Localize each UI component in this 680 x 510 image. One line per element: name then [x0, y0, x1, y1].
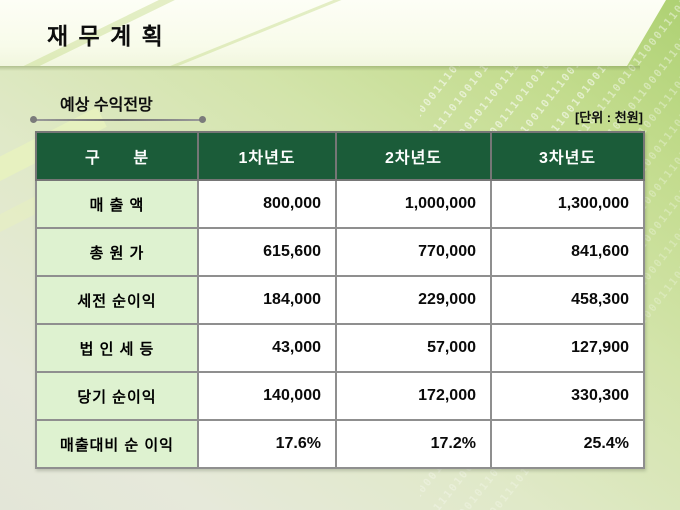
row-label-cell: 총 원 가 — [35, 227, 199, 277]
value-cell: 330,300 — [490, 371, 645, 421]
table-row: 총 원 가 615,600 770,000 841,600 — [35, 227, 645, 277]
value-cell: 841,600 — [490, 227, 645, 277]
header-cell-category: 구 분 — [35, 131, 199, 181]
table-row: 매출대비 순 이익 17.6% 17.2% 25.4% — [35, 419, 645, 469]
table-row: 세전 순이익 184,000 229,000 458,300 — [35, 275, 645, 325]
value-cell: 770,000 — [335, 227, 492, 277]
value-cell: 172,000 — [335, 371, 492, 421]
section-title: 예상 수익전망 — [60, 97, 153, 114]
row-label-cell: 매출대비 순 이익 — [35, 419, 199, 469]
value-cell: 800,000 — [197, 179, 337, 229]
table-header-row: 구 분 1차년도 2차년도 3차년도 — [35, 131, 645, 181]
value-cell: 127,900 — [490, 323, 645, 373]
section-underline — [34, 119, 202, 121]
value-cell: 17.2% — [335, 419, 492, 469]
row-label-cell: 당기 순이익 — [35, 371, 199, 421]
value-cell: 43,000 — [197, 323, 337, 373]
value-cell: 184,000 — [197, 275, 337, 325]
page-title: 재 무 계 획 — [47, 23, 165, 49]
row-label-cell: 세전 순이익 — [35, 275, 199, 325]
row-label-cell: 매 출 액 — [35, 179, 199, 229]
header-cell-year1: 1차년도 — [197, 131, 337, 181]
table-row: 법 인 세 등 43,000 57,000 127,900 — [35, 323, 645, 373]
value-cell: 1,000,000 — [335, 179, 492, 229]
value-cell: 229,000 — [335, 275, 492, 325]
unit-label: [단위 : 천원] — [574, 110, 643, 125]
title-band — [0, 0, 666, 66]
underline-dot-left — [30, 116, 37, 123]
value-cell: 17.6% — [197, 419, 337, 469]
value-cell: 57,000 — [335, 323, 492, 373]
value-cell: 458,300 — [490, 275, 645, 325]
row-label-cell: 법 인 세 등 — [35, 323, 199, 373]
table-row: 당기 순이익 140,000 172,000 330,300 — [35, 371, 645, 421]
table-row: 매 출 액 800,000 1,000,000 1,300,000 — [35, 179, 645, 229]
value-cell: 25.4% — [490, 419, 645, 469]
underline-dot-right — [199, 116, 206, 123]
value-cell: 1,300,000 — [490, 179, 645, 229]
band-shadow — [0, 66, 640, 71]
header-cell-year2: 2차년도 — [335, 131, 492, 181]
value-cell: 615,600 — [197, 227, 337, 277]
value-cell: 140,000 — [197, 371, 337, 421]
financial-table: 구 분 1차년도 2차년도 3차년도 매 출 액 800,000 1,000,0… — [35, 131, 645, 469]
header-cell-year3: 3차년도 — [490, 131, 645, 181]
